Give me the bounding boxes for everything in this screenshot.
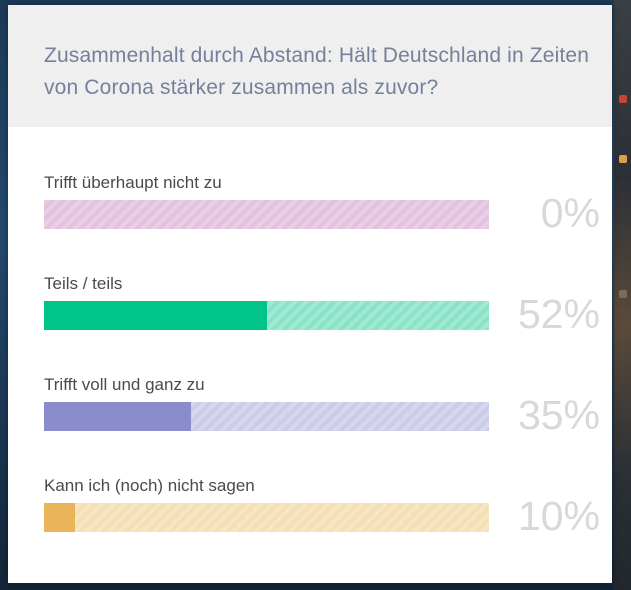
- background-app-icon: [619, 95, 627, 103]
- poll-card: Zusammenhalt durch Abstand: Hält Deutsch…: [8, 5, 612, 583]
- poll-header: Zusammenhalt durch Abstand: Hält Deutsch…: [8, 5, 612, 127]
- option-bar-track: [44, 301, 489, 330]
- option-percent: 35%: [517, 392, 600, 438]
- background-app-icon: [619, 290, 627, 298]
- poll-option-trifft-ueberhaupt-nicht-zu[interactable]: Trifft überhaupt nicht zu 0%: [44, 173, 604, 243]
- option-percent: 0%: [540, 190, 600, 236]
- option-label: Trifft überhaupt nicht zu: [44, 173, 222, 192]
- option-bar-fill: [44, 503, 76, 532]
- option-percent: 52%: [517, 291, 600, 337]
- option-bar-fill: [44, 301, 267, 330]
- option-label: Trifft voll und ganz zu: [44, 375, 205, 394]
- option-percent: 10%: [517, 493, 600, 539]
- poll-option-trifft-voll-und-ganz-zu[interactable]: Trifft voll und ganz zu 35%: [44, 375, 604, 445]
- poll-option-teils-teils[interactable]: Teils / teils 52%: [44, 274, 604, 344]
- option-label: Teils / teils: [44, 274, 123, 293]
- background-app-icon: [619, 155, 627, 163]
- option-bar-track: [44, 503, 489, 532]
- option-label: Kann ich (noch) nicht sagen: [44, 476, 255, 495]
- poll-question: Zusammenhalt durch Abstand: Hält Deutsch…: [44, 44, 590, 99]
- option-bar-track: [44, 402, 489, 431]
- poll-option-kann-ich-noch-nicht-sagen[interactable]: Kann ich (noch) nicht sagen 10%: [44, 476, 604, 546]
- option-bar-fill: [44, 402, 191, 431]
- option-bar-track: [44, 200, 489, 229]
- background-window-edge: [614, 0, 631, 590]
